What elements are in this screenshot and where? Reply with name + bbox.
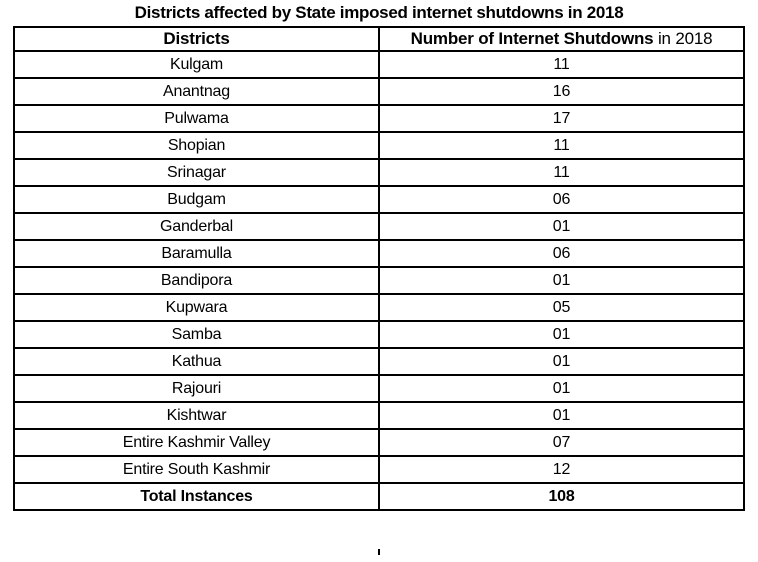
table-row: Rajouri 01 xyxy=(13,374,745,403)
district-cell: Srinagar xyxy=(13,158,380,187)
district-cell: Ganderbal xyxy=(13,212,380,241)
table-row: Entire South Kashmir 12 xyxy=(13,455,745,484)
header-count-label-bold: Number of Internet Shutdowns xyxy=(410,29,654,48)
district-cell: Kathua xyxy=(13,347,380,376)
district-cell: Entire South Kashmir xyxy=(13,455,380,484)
header-districts-label: Districts xyxy=(163,29,230,48)
header-row: Districts Number of Internet Shutdowns i… xyxy=(13,26,745,52)
header-districts: Districts xyxy=(13,26,380,52)
table-row: Kishtwar 01 xyxy=(13,401,745,430)
count-cell: 16 xyxy=(378,77,745,106)
district-cell: Entire Kashmir Valley xyxy=(13,428,380,457)
district-cell: Kulgam xyxy=(13,50,380,79)
count-cell: 07 xyxy=(378,428,745,457)
table-row: Shopian 11 xyxy=(13,131,745,160)
table-row: Entire Kashmir Valley 07 xyxy=(13,428,745,457)
district-cell: Kupwara xyxy=(13,293,380,322)
district-cell: Samba xyxy=(13,320,380,349)
district-cell: Budgam xyxy=(13,185,380,214)
total-label: Total Instances xyxy=(13,482,380,511)
table-title: Districts affected by State imposed inte… xyxy=(134,3,624,22)
table-row: Srinagar 11 xyxy=(13,158,745,187)
table-row: Anantnag 16 xyxy=(13,77,745,106)
count-cell: 17 xyxy=(378,104,745,133)
table-row: Budgam 06 xyxy=(13,185,745,214)
district-cell: Shopian xyxy=(13,131,380,160)
count-cell: 06 xyxy=(378,239,745,268)
count-cell: 11 xyxy=(378,50,745,79)
count-cell: 06 xyxy=(378,185,745,214)
table-body: Kulgam 11 Anantnag 16 Pulwama 17 Shopian… xyxy=(13,50,745,484)
table-row: Kupwara 05 xyxy=(13,293,745,322)
count-cell: 01 xyxy=(378,347,745,376)
table-row: Pulwama 17 xyxy=(13,104,745,133)
count-cell: 01 xyxy=(378,212,745,241)
count-cell: 01 xyxy=(378,320,745,349)
table-row: Bandipora 01 xyxy=(13,266,745,295)
table-row: Kulgam 11 xyxy=(13,50,745,79)
district-cell: Rajouri xyxy=(13,374,380,403)
table-row: Ganderbal 01 xyxy=(13,212,745,241)
count-cell: 11 xyxy=(378,131,745,160)
table-row: Kathua 01 xyxy=(13,347,745,376)
divider-stub xyxy=(378,549,380,555)
table-row: Baramulla 06 xyxy=(13,239,745,268)
district-cell: Baramulla xyxy=(13,239,380,268)
header-count: Number of Internet Shutdowns in 2018 xyxy=(378,26,745,52)
district-cell: Pulwama xyxy=(13,104,380,133)
table-row: Samba 01 xyxy=(13,320,745,349)
district-cell: Bandipora xyxy=(13,266,380,295)
total-row: Total Instances 108 xyxy=(13,482,745,511)
count-cell: 11 xyxy=(378,158,745,187)
count-cell: 01 xyxy=(378,374,745,403)
count-cell: 05 xyxy=(378,293,745,322)
total-value: 108 xyxy=(378,482,745,511)
shutdowns-table: Districts Number of Internet Shutdowns i… xyxy=(13,26,745,511)
count-cell: 12 xyxy=(378,455,745,484)
district-cell: Kishtwar xyxy=(13,401,380,430)
count-cell: 01 xyxy=(378,401,745,430)
header-count-label-regular: in 2018 xyxy=(653,29,713,48)
district-cell: Anantnag xyxy=(13,77,380,106)
count-cell: 01 xyxy=(378,266,745,295)
